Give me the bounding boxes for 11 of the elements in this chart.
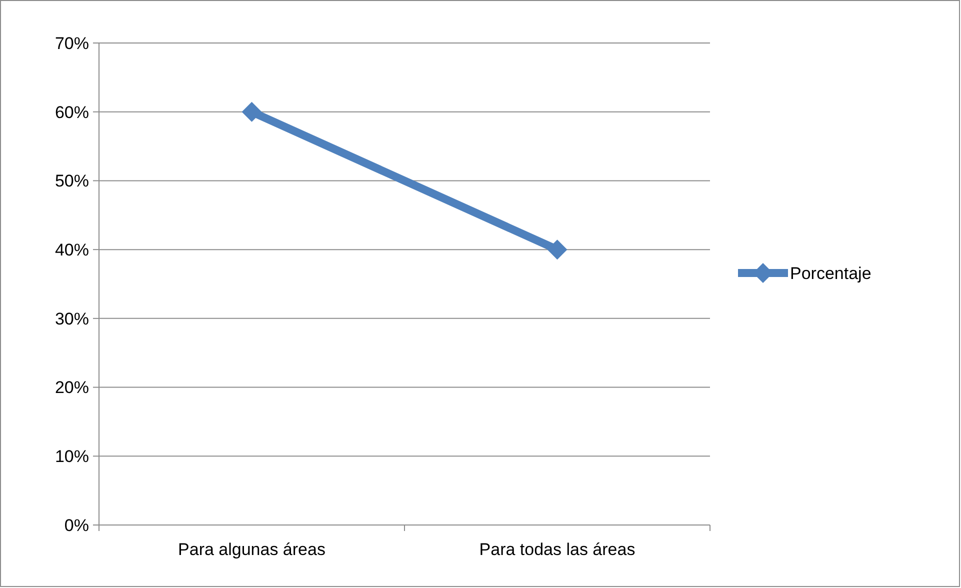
- y-tick-label: 30%: [54, 309, 89, 328]
- x-tick-label: Para todas las áreas: [479, 540, 636, 559]
- y-tick-label: 10%: [54, 447, 89, 466]
- y-tick-label: 40%: [54, 240, 89, 260]
- y-tick-label: 50%: [54, 172, 89, 191]
- y-tick-label: 70%: [54, 34, 89, 53]
- legend-label: Porcentaje: [790, 264, 872, 283]
- x-tick-label: Para algunas áreas: [178, 540, 326, 559]
- y-tick-label: 20%: [54, 378, 89, 398]
- y-tick-label: 60%: [54, 102, 89, 122]
- y-tick-label: 0%: [64, 516, 89, 535]
